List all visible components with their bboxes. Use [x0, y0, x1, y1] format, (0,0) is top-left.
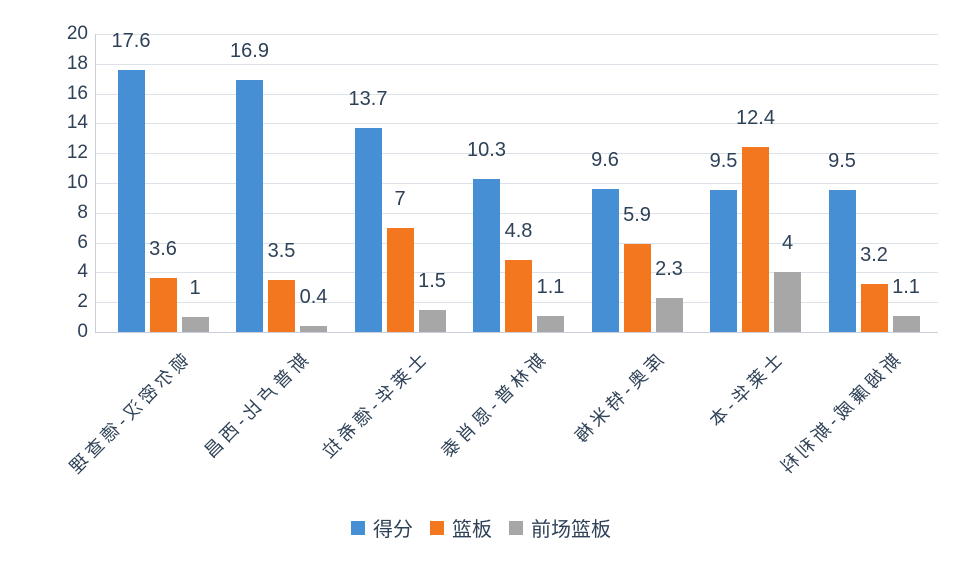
bar-value-label: 7 — [394, 187, 406, 210]
bar-篮板-2 — [386, 227, 414, 332]
bar-前场篮板-5 — [774, 272, 801, 332]
category-label: 本-华莱士 — [702, 350, 785, 433]
y-tick-label: 18 — [66, 52, 88, 74]
bar-篮板-1 — [268, 279, 295, 332]
bar-value-label: 1.1 — [536, 275, 565, 298]
legend-item-前场篮板: 前场篮板 — [509, 513, 611, 542]
bar-value-label: 3.2 — [860, 244, 888, 267]
bar-value-label: 1.1 — [892, 275, 920, 298]
gridline — [95, 34, 938, 35]
gridline — [95, 93, 938, 95]
bar-value-label: 9.5 — [709, 150, 738, 173]
category-label: 泰肖恩-普林斯 — [434, 350, 549, 465]
bar-得分-3 — [473, 178, 500, 332]
y-tick-label: 0 — [77, 321, 88, 342]
y-tick-label: 16 — [66, 82, 88, 104]
y-axis-line — [95, 34, 96, 332]
gridline — [95, 153, 938, 155]
bar-前场篮板-6 — [892, 315, 920, 332]
bar-前场篮板-4 — [655, 297, 683, 332]
bar-value-label: 4 — [781, 232, 794, 255]
bar-value-label: 3.6 — [149, 238, 177, 261]
bar-value-label: 5.9 — [623, 204, 651, 227]
bar-value-label: 0.4 — [299, 286, 328, 309]
bar-value-label: 9.5 — [828, 150, 856, 173]
bar-篮板-0 — [149, 278, 177, 332]
bar-value-label: 2.3 — [655, 257, 683, 280]
bar-篮板-5 — [742, 147, 769, 332]
y-tick-label: 10 — [66, 172, 88, 193]
bar-value-label: 10.3 — [467, 138, 506, 161]
bar-value-label: 12.4 — [736, 107, 775, 130]
bar-value-label: 1 — [189, 277, 201, 300]
y-tick-label: 20 — [66, 23, 88, 44]
bar-前场篮板-1 — [300, 326, 327, 332]
gridline — [95, 212, 938, 214]
bar-得分-2 — [354, 127, 382, 332]
legend-swatch — [509, 520, 523, 535]
legend-item-得分: 得分 — [351, 513, 413, 542]
category-label: 昌西-比卢普斯 — [197, 350, 312, 465]
legend-swatch — [430, 520, 444, 535]
bar-前场篮板-3 — [537, 315, 564, 332]
y-tick-label: 4 — [77, 261, 88, 283]
y-tick-label: 12 — [66, 142, 88, 164]
legend-swatch — [351, 520, 365, 535]
legend-item-篮板: 篮板 — [430, 513, 492, 542]
bar-前场篮板-0 — [181, 317, 209, 332]
gridline — [95, 63, 938, 65]
legend: 得分 篮板 前场篮板 — [0, 513, 962, 542]
y-tick-label: 2 — [77, 291, 88, 313]
bar-value-label: 13.7 — [348, 87, 388, 110]
bar-得分-0 — [117, 69, 145, 332]
category-label: 科利斯-威廉姆斯 — [774, 350, 904, 480]
bar-得分-4 — [591, 188, 619, 332]
bar-value-label: 17.6 — [111, 29, 151, 52]
category-label: 梅米特-奥库 — [568, 350, 667, 449]
category-label: 理查德-汉密尔顿 — [63, 350, 193, 480]
bar-value-label: 1.5 — [418, 269, 446, 292]
y-tick-label: 6 — [77, 231, 88, 253]
y-tick-label: 8 — [77, 201, 88, 223]
gridline — [95, 123, 938, 125]
bar-value-label: 16.9 — [230, 40, 269, 63]
bar-value-label: 4.8 — [504, 220, 533, 243]
legend-label: 前场篮板 — [531, 519, 611, 541]
bar-前场篮板-2 — [418, 309, 446, 332]
gridline — [95, 242, 938, 244]
bar-value-label: 3.5 — [267, 239, 296, 262]
category-label: 拉希德-华莱士 — [316, 350, 431, 465]
bar-value-label: 9.6 — [591, 148, 619, 171]
legend-label: 得分 — [373, 519, 413, 541]
bar-篮板-4 — [623, 244, 651, 332]
x-axis-line — [95, 332, 938, 333]
bar-得分-6 — [828, 190, 856, 332]
legend-label: 篮板 — [452, 519, 492, 541]
y-tick-label: 14 — [66, 112, 88, 134]
gridline — [95, 183, 938, 184]
bar-得分-1 — [236, 80, 263, 332]
bar-得分-5 — [710, 190, 737, 332]
bar-篮板-6 — [860, 284, 888, 332]
bar-篮板-3 — [505, 260, 532, 332]
